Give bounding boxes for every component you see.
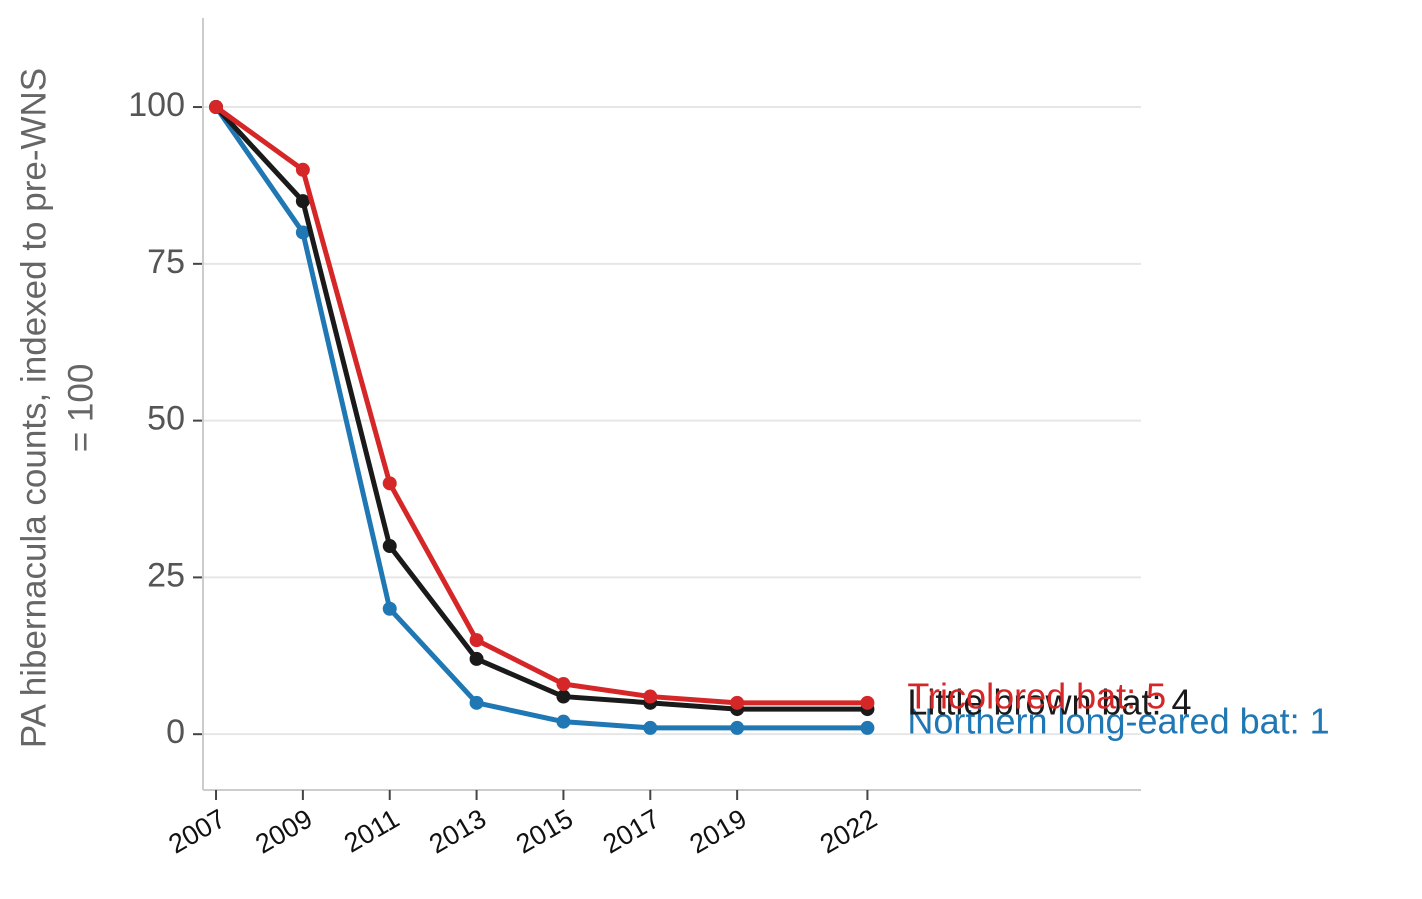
x-tick-label: 2022	[815, 803, 882, 859]
y-axis-label: = 100	[61, 364, 100, 453]
y-tick-label: 0	[166, 713, 185, 751]
x-tick-label: 2009	[250, 803, 317, 859]
data-point	[643, 689, 658, 704]
x-tick-label: 2007	[164, 803, 231, 859]
data-point	[382, 476, 397, 491]
series-line	[213, 105, 868, 731]
data-point	[209, 100, 224, 115]
y-tick-label: 100	[128, 86, 185, 124]
end-label: Little brown bat: 4	[907, 682, 1191, 723]
data-point	[860, 695, 875, 710]
x-tick-label: 2013	[424, 803, 491, 859]
end-label: Northern long-eared bat: 1	[907, 700, 1329, 741]
data-point	[295, 225, 310, 240]
y-tick-label: 25	[147, 556, 185, 594]
end-label: Tricolored bat: 5	[907, 675, 1166, 716]
data-point	[295, 162, 310, 177]
data-point	[730, 695, 745, 710]
data-point	[469, 633, 484, 648]
data-point	[382, 539, 397, 554]
series-line	[214, 105, 868, 712]
x-tick-label: 2019	[685, 803, 752, 859]
data-point	[469, 651, 484, 666]
x-tick-label: 2017	[598, 803, 665, 859]
data-point	[469, 695, 484, 710]
data-point	[730, 720, 745, 735]
data-point	[556, 677, 571, 692]
data-point	[295, 194, 310, 209]
series-line	[214, 105, 868, 706]
data-point	[382, 601, 397, 616]
y-axis-label: PA hibernacula counts, indexed to pre-WN…	[14, 68, 53, 748]
x-tick-label: 2015	[511, 803, 578, 859]
data-point	[556, 689, 571, 704]
y-tick-label: 75	[147, 243, 185, 281]
y-tick-label: 50	[147, 400, 185, 438]
data-point	[556, 714, 571, 729]
x-tick-label: 2011	[339, 803, 404, 858]
data-point	[860, 720, 875, 735]
data-point	[643, 720, 658, 735]
